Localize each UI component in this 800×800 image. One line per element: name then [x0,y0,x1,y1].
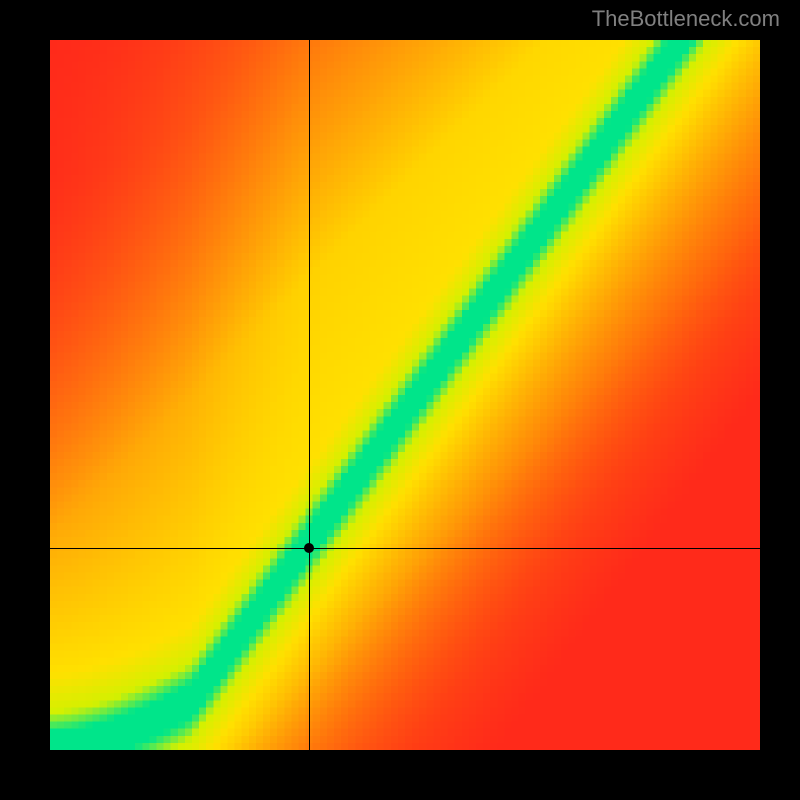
heatmap-chart [50,40,760,750]
crosshair-vertical [309,40,310,750]
crosshair-horizontal [50,548,760,549]
heatmap-canvas [50,40,760,750]
watermark-text: TheBottleneck.com [592,6,780,32]
selected-point [304,543,314,553]
